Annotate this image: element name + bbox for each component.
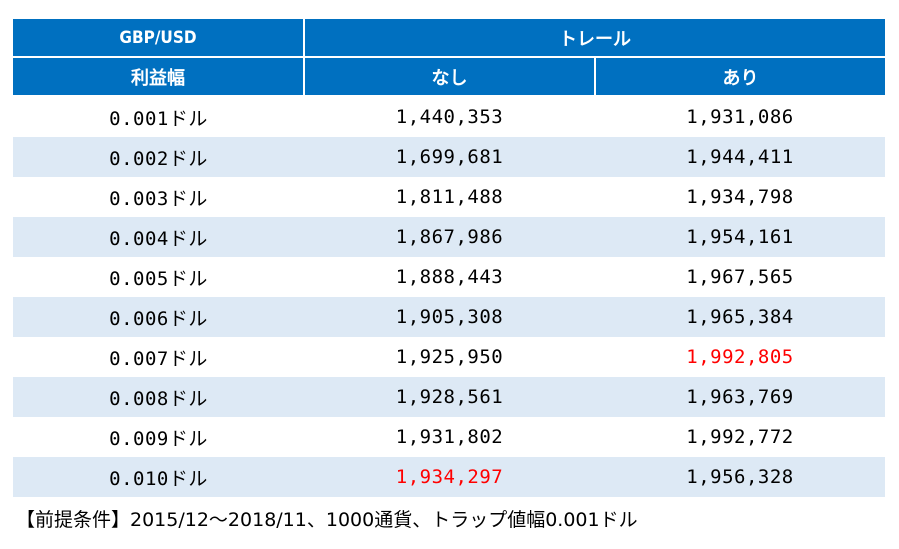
- table-row: 0.002ドル 1,699,681 1,944,411: [13, 137, 885, 177]
- table-row: 0.006ドル 1,905,308 1,965,384: [13, 297, 885, 337]
- table-row: 0.003ドル 1,811,488 1,934,798: [13, 177, 885, 217]
- cell-profit-width: 0.007ドル: [13, 337, 304, 377]
- table-row: 0.005ドル 1,888,443 1,967,565: [13, 257, 885, 297]
- cell-trail-with: 1,944,411: [595, 137, 885, 177]
- cell-profit-width: 0.003ドル: [13, 177, 304, 217]
- cell-trail-none: 1,905,308: [304, 297, 595, 337]
- cell-trail-with: 1,965,384: [595, 297, 885, 337]
- cell-profit-width: 0.001ドル: [13, 96, 304, 137]
- table-body: 0.001ドル 1,440,353 1,931,086 0.002ドル 1,699,68…: [13, 96, 885, 497]
- results-table: GBP/USD トレール 利益幅 なし あり 0.001ドル 1,440,353 1…: [13, 19, 885, 497]
- header-currency-pair: GBP/USD: [13, 19, 304, 58]
- cell-trail-with: 1,954,161: [595, 217, 885, 257]
- cell-trail-with: 1,992,772: [595, 417, 885, 457]
- cell-profit-width: 0.002ドル: [13, 137, 304, 177]
- cell-profit-width: 0.009ドル: [13, 417, 304, 457]
- cell-profit-width: 0.006ドル: [13, 297, 304, 337]
- cell-trail-none: 1,925,950: [304, 337, 595, 377]
- cell-profit-width: 0.004ドル: [13, 217, 304, 257]
- cell-trail-none: 1,928,561: [304, 377, 595, 417]
- cell-profit-width: 0.005ドル: [13, 257, 304, 297]
- table-row: 0.001ドル 1,440,353 1,931,086: [13, 96, 885, 137]
- table-row: 0.004ドル 1,867,986 1,954,161: [13, 217, 885, 257]
- cell-trail-none: 1,867,986: [304, 217, 595, 257]
- cell-trail-none: 1,811,488: [304, 177, 595, 217]
- cell-trail-with: 1,992,805: [595, 337, 885, 377]
- header-row-1: GBP/USD トレール: [13, 19, 885, 58]
- cell-trail-with: 1,956,328: [595, 457, 885, 497]
- header-trail: トレール: [303, 19, 885, 58]
- header-trail-with: あり: [594, 57, 885, 97]
- table-row: 0.007ドル 1,925,950 1,992,805: [13, 337, 885, 377]
- cell-trail-none: 1,934,297: [304, 457, 595, 497]
- table-row: 0.010ドル 1,934,297 1,956,328: [13, 457, 885, 497]
- table-row: 0.009ドル 1,931,802 1,992,772: [13, 417, 885, 457]
- cell-trail-none: 1,931,802: [304, 417, 595, 457]
- cell-profit-width: 0.010ドル: [13, 457, 304, 497]
- cell-trail-none: 1,699,681: [304, 137, 595, 177]
- cell-trail-with: 1,931,086: [595, 96, 885, 137]
- footnote: 【前提条件】2015/12～2018/11、1000通貨、トラップ値幅0.001…: [16, 509, 638, 531]
- table-row: 0.008ドル 1,928,561 1,963,769: [13, 377, 885, 417]
- cell-trail-none: 1,440,353: [304, 96, 595, 137]
- header-row-2: 利益幅 なし あり: [13, 57, 885, 97]
- cell-trail-with: 1,934,798: [595, 177, 885, 217]
- header-trail-none: なし: [303, 57, 595, 97]
- cell-trail-with: 1,963,769: [595, 377, 885, 417]
- cell-profit-width: 0.008ドル: [13, 377, 304, 417]
- cell-trail-with: 1,967,565: [595, 257, 885, 297]
- cell-trail-none: 1,888,443: [304, 257, 595, 297]
- header-profit-width: 利益幅: [13, 57, 304, 97]
